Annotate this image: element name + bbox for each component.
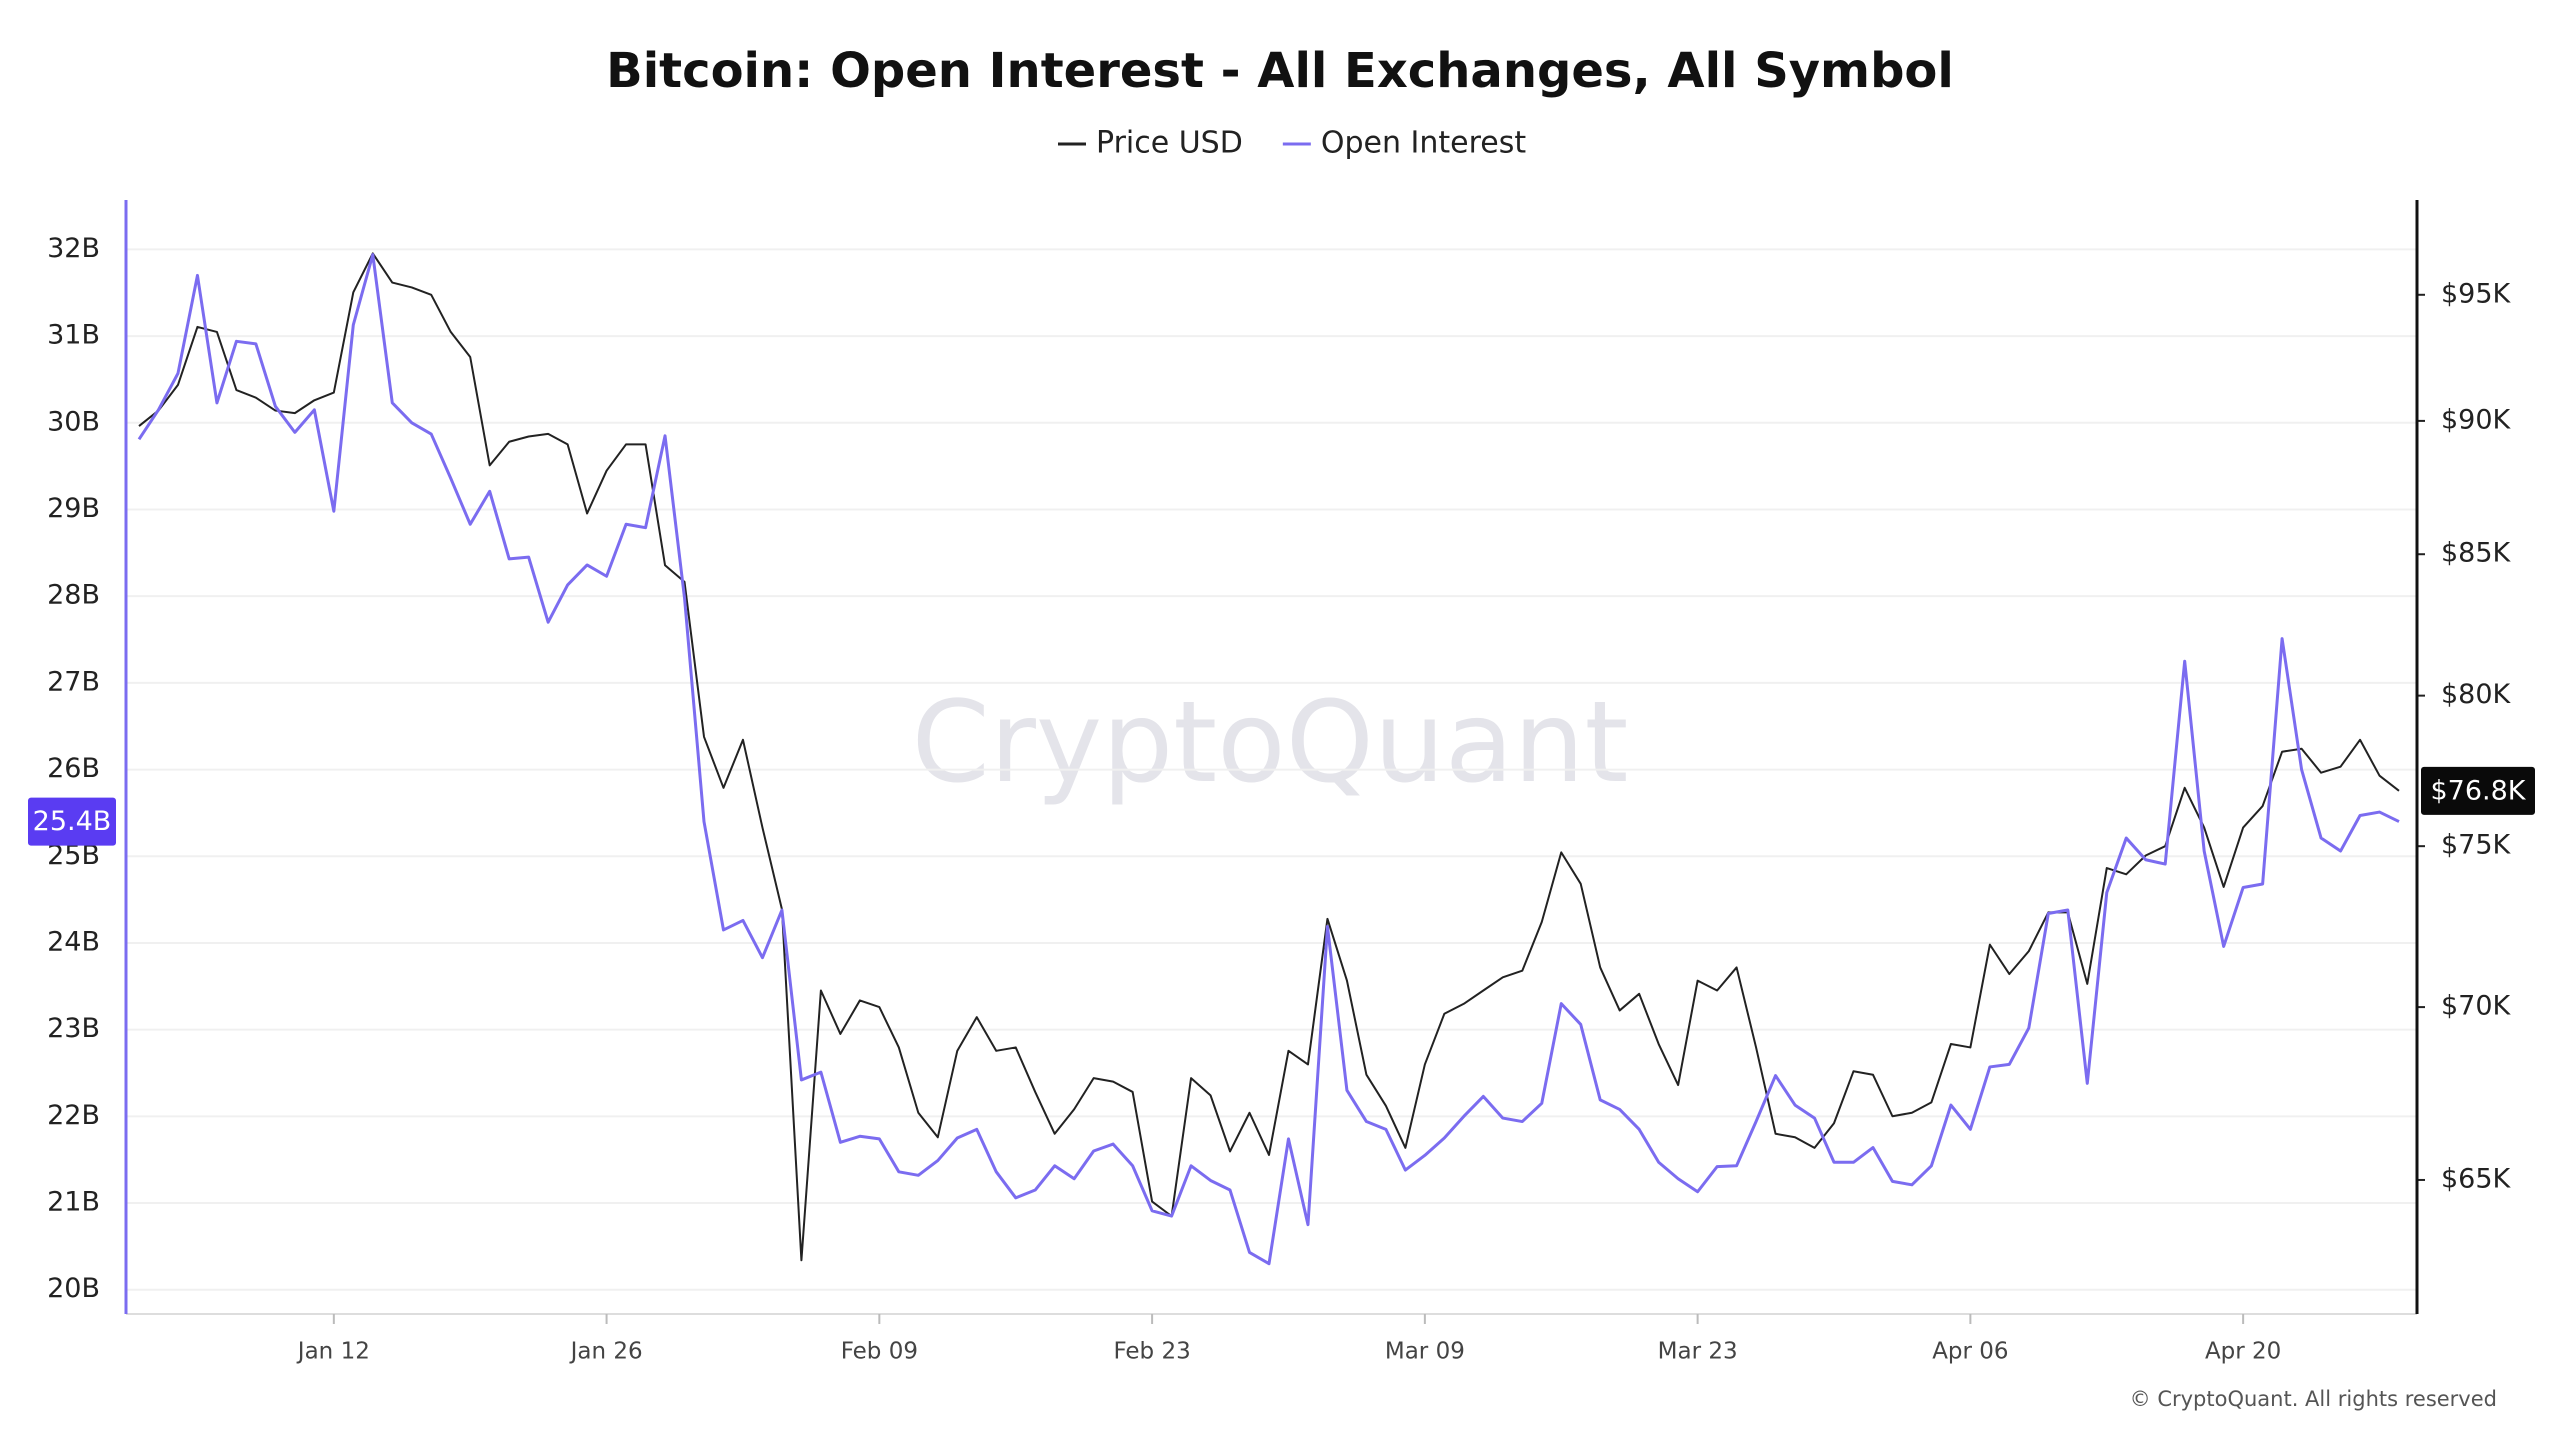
y-tick-label: 26B	[47, 753, 100, 784]
legend-label: Price USD	[1096, 126, 1243, 161]
y2-tick-label: $70K	[2441, 991, 2512, 1022]
x-tick-label: Mar 23	[1658, 1339, 1738, 1365]
y-tick-label: 21B	[47, 1187, 100, 1218]
y-tick-label: 28B	[47, 580, 100, 611]
x-tick-label: Feb 23	[1113, 1339, 1190, 1365]
y-tick-label: 30B	[47, 406, 100, 437]
current-value-label: 25.4B	[33, 806, 112, 837]
x-tick-label: Apr 20	[2205, 1339, 2281, 1365]
y-tick-label: 20B	[47, 1273, 100, 1304]
y2-tick-label: $95K	[2441, 278, 2512, 309]
y-tick-label: 27B	[47, 666, 100, 697]
y-tick-label: 31B	[47, 320, 100, 351]
y-tick-label: 32B	[47, 233, 100, 264]
x-tick-label: Apr 06	[1932, 1339, 2008, 1365]
y2-tick-label: $85K	[2441, 538, 2512, 569]
chart-title: Bitcoin: Open Interest - All Exchanges, …	[606, 43, 1954, 99]
series-line	[137, 253, 2400, 1266]
current-value-badge	[28, 797, 116, 846]
y-tick-label: 29B	[47, 493, 100, 524]
credit: © CryptoQuant. All rights reserved	[2130, 1387, 2497, 1411]
series-line	[138, 252, 2400, 1262]
legend-label: Open Interest	[1321, 126, 1527, 161]
x-tick-label: Mar 09	[1385, 1339, 1465, 1365]
current-value-badge	[2421, 766, 2535, 815]
y2-tick-label: $65K	[2441, 1163, 2512, 1194]
watermark: CryptoQuant	[912, 678, 1629, 808]
y-tick-label: 23B	[47, 1013, 100, 1044]
x-tick-label: Jan 12	[296, 1339, 370, 1365]
x-tick-label: Feb 09	[841, 1339, 918, 1365]
y2-tick-label: $90K	[2441, 404, 2512, 435]
y-tick-label: 22B	[47, 1100, 100, 1131]
y2-tick-label: $75K	[2441, 830, 2512, 861]
x-tick-label: Jan 26	[569, 1339, 643, 1365]
y2-tick-label: $80K	[2441, 679, 2512, 710]
current-value-label: $76.8K	[2430, 775, 2526, 806]
y-tick-label: 24B	[47, 926, 100, 957]
